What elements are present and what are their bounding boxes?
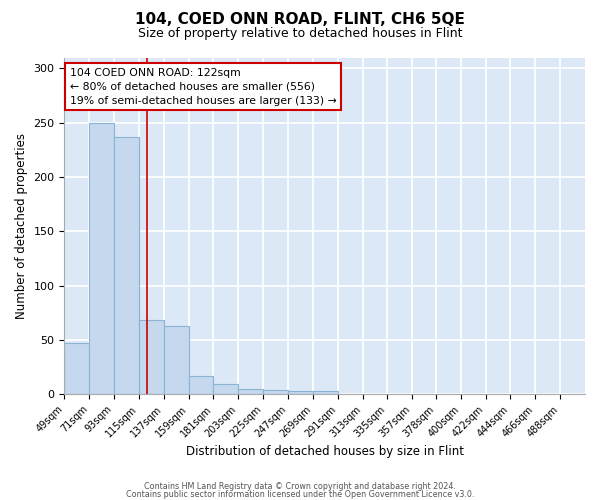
Bar (139, 320, 164, 394)
Bar (188, 376, 214, 394)
Bar (288, 391, 313, 394)
Bar (89, 122, 114, 394)
Bar (214, 384, 238, 394)
Y-axis label: Number of detached properties: Number of detached properties (15, 133, 28, 319)
Bar (64, 343, 89, 394)
Bar (238, 389, 263, 394)
Text: 104 COED ONN ROAD: 122sqm
← 80% of detached houses are smaller (556)
19% of semi: 104 COED ONN ROAD: 122sqm ← 80% of detac… (70, 68, 337, 106)
Bar (114, 137, 139, 394)
Bar (263, 390, 288, 394)
X-axis label: Distribution of detached houses by size in Flint: Distribution of detached houses by size … (186, 444, 464, 458)
Text: Contains public sector information licensed under the Open Government Licence v3: Contains public sector information licen… (126, 490, 474, 499)
Text: Contains HM Land Registry data © Crown copyright and database right 2024.: Contains HM Land Registry data © Crown c… (144, 482, 456, 491)
Bar (313, 391, 338, 394)
Text: Size of property relative to detached houses in Flint: Size of property relative to detached ho… (138, 28, 462, 40)
Text: 104, COED ONN ROAD, FLINT, CH6 5QE: 104, COED ONN ROAD, FLINT, CH6 5QE (135, 12, 465, 28)
Bar (164, 326, 188, 394)
